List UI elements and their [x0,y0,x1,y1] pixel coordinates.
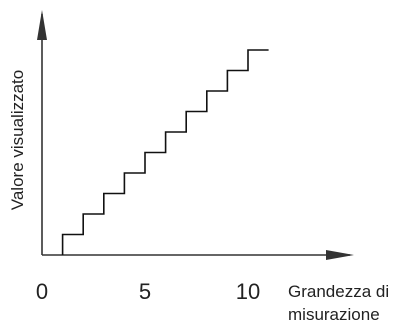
x-ticks: 0 5 10 [36,279,260,304]
plot-area [61,49,269,255]
x-axis-arrow-icon [326,250,354,260]
x-tick-label: 10 [236,279,260,304]
step-series-line [61,49,269,255]
y-axis-label: Valore visualizzato [8,70,27,210]
x-tick-label: 5 [139,279,151,304]
x-tick-label: 0 [36,279,48,304]
x-axis-label-line-2: misurazione [288,305,380,322]
y-axis-arrow-icon [37,10,47,40]
axes [37,10,354,260]
x-axis-label-line-1: Grandezza di [288,282,389,301]
